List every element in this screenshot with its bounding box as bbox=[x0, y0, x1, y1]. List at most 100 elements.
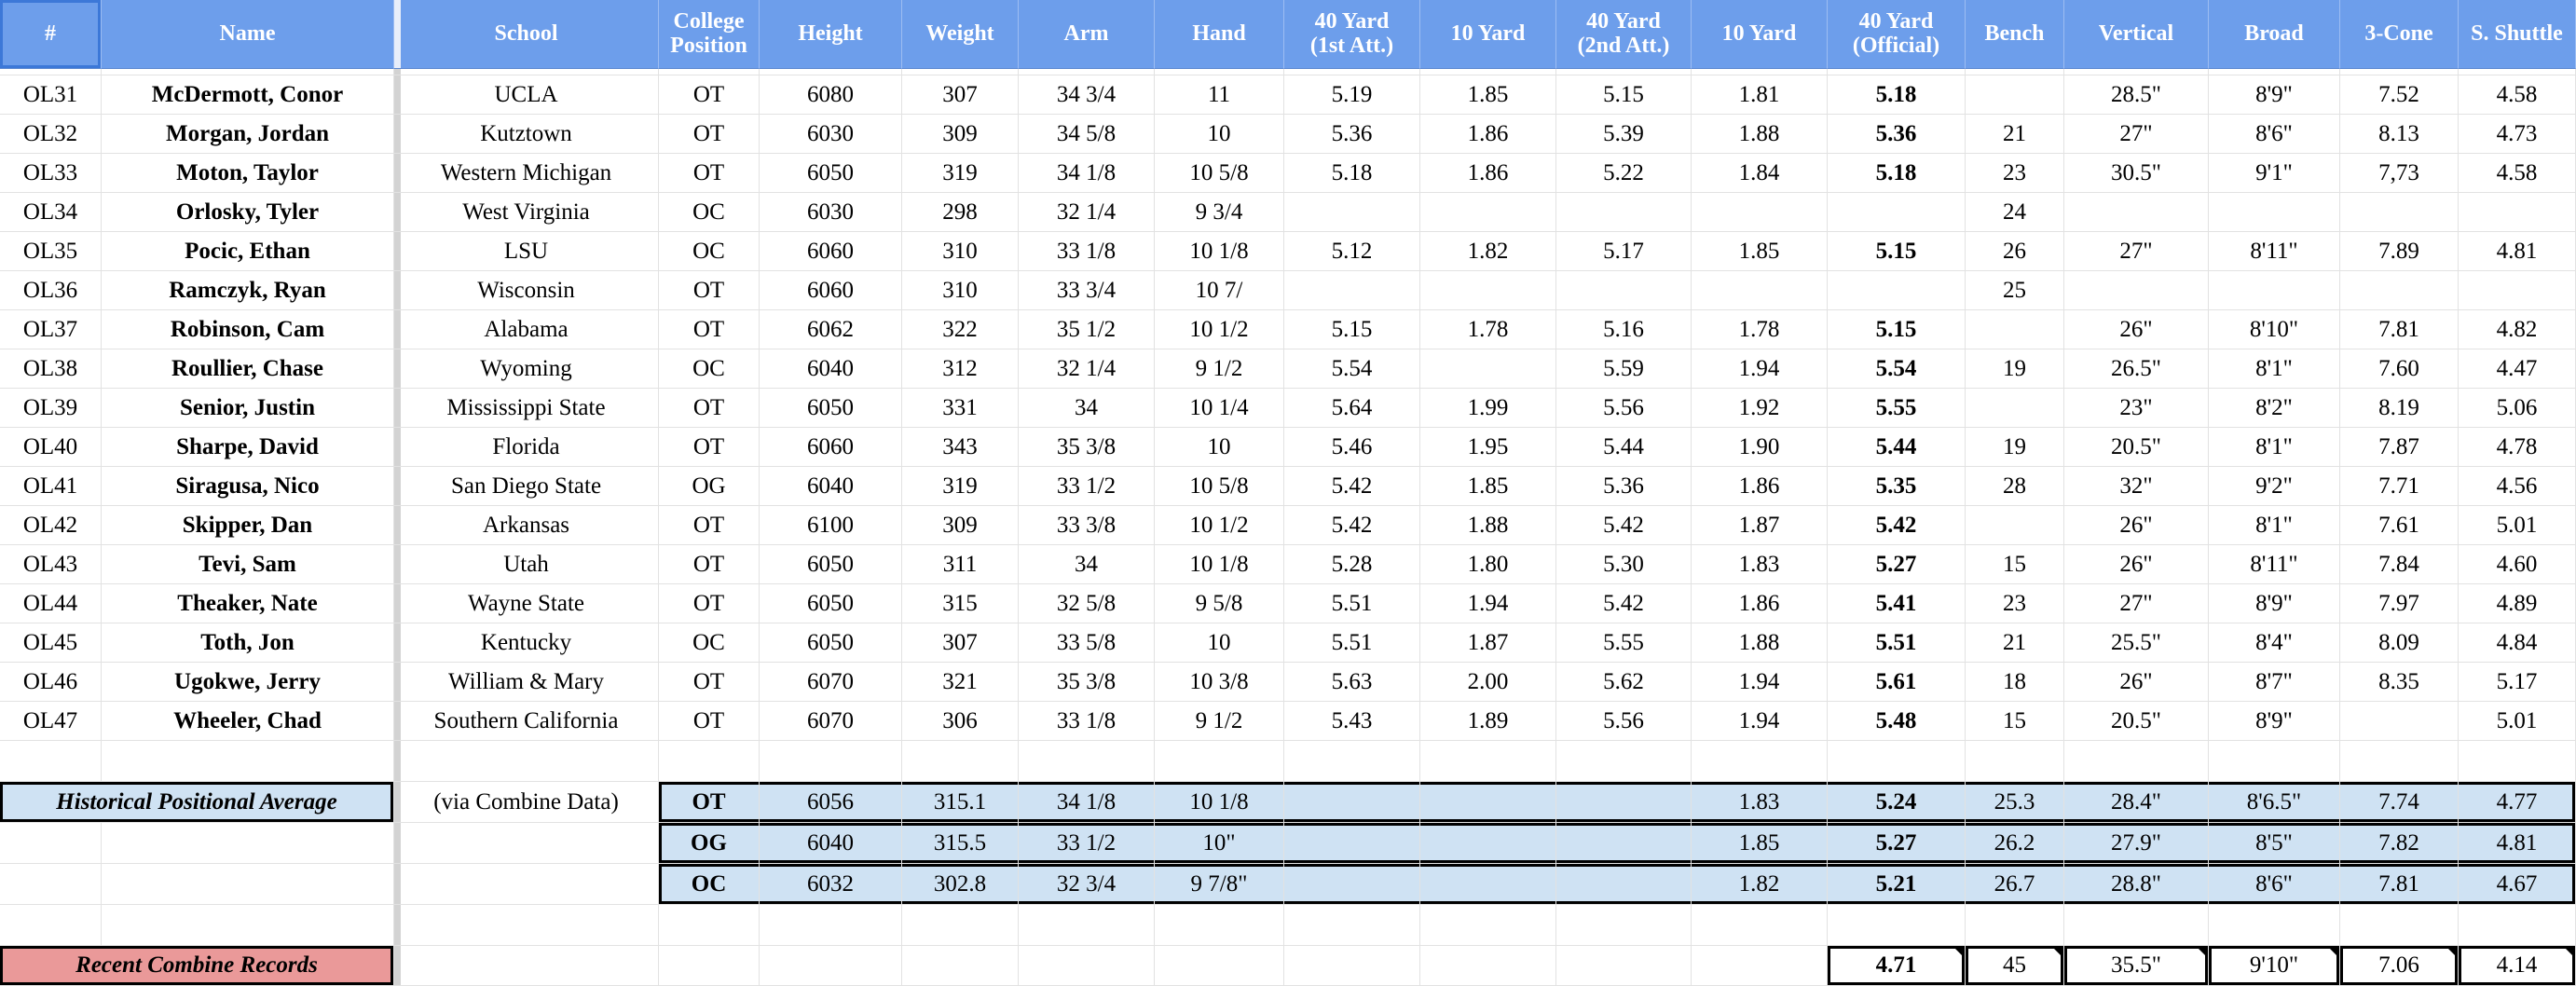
empty-cell bbox=[902, 741, 1019, 782]
ten-second: 1.82 bbox=[1692, 864, 1828, 905]
three-cone: 8.35 bbox=[2340, 663, 2459, 702]
shuttle: 4.56 bbox=[2459, 467, 2576, 506]
hand: 10 1/2 bbox=[1155, 506, 1284, 545]
forty-second: 5.15 bbox=[1556, 75, 1692, 115]
arm: 35 1/2 bbox=[1019, 310, 1155, 349]
player-name: Moton, Taylor bbox=[102, 154, 394, 193]
forty-official: 5.18 bbox=[1828, 75, 1966, 115]
column-header: 10 Yard bbox=[1692, 0, 1828, 69]
empty-cell bbox=[659, 905, 760, 946]
empty-cell bbox=[659, 946, 760, 986]
empty-cell bbox=[659, 741, 760, 782]
empty-cell bbox=[1556, 193, 1692, 232]
empty-cell bbox=[1556, 905, 1692, 946]
position: OG bbox=[659, 467, 760, 506]
player-name: Ugokwe, Jerry bbox=[102, 663, 394, 702]
ten-second: 1.85 bbox=[1692, 232, 1828, 271]
ten-first: 1.87 bbox=[1420, 623, 1556, 663]
forty-first: 5.12 bbox=[1284, 232, 1420, 271]
sheet-row: OL47 Wheeler, Chad Southern California OT 60… bbox=[0, 702, 2576, 741]
empty-cell bbox=[760, 741, 902, 782]
hand: 10 3/8 bbox=[1155, 663, 1284, 702]
forty-official: 5.54 bbox=[1828, 349, 1966, 389]
arm: 32 5/8 bbox=[1019, 584, 1155, 623]
bench: 23 bbox=[1966, 584, 2064, 623]
forty-first: 5.43 bbox=[1284, 702, 1420, 741]
forty-official: 5.42 bbox=[1828, 506, 1966, 545]
empty-cell bbox=[1966, 506, 2064, 545]
player-name: Pocic, Ethan bbox=[102, 232, 394, 271]
weight: 302.8 bbox=[902, 864, 1019, 905]
height: 6030 bbox=[760, 115, 902, 154]
forty-first: 5.54 bbox=[1284, 349, 1420, 389]
empty-cell bbox=[760, 905, 902, 946]
three-cone: 7.06 bbox=[2340, 946, 2459, 986]
hand: 10 bbox=[1155, 623, 1284, 663]
ten-second: 1.81 bbox=[1692, 75, 1828, 115]
bench: 25.3 bbox=[1966, 782, 2064, 823]
empty-cell bbox=[1155, 946, 1284, 986]
forty-first: 5.42 bbox=[1284, 506, 1420, 545]
bench: 23 bbox=[1966, 154, 2064, 193]
sheet-row: OL34 Orlosky, Tyler West Virginia OC 6030 298… bbox=[0, 193, 2576, 232]
height: 6056 bbox=[760, 782, 902, 823]
hand: 10 1/2 bbox=[1155, 310, 1284, 349]
empty-cell bbox=[1284, 741, 1420, 782]
forty-second: 5.16 bbox=[1556, 310, 1692, 349]
empty-cell bbox=[2459, 905, 2576, 946]
school: Utah bbox=[394, 545, 659, 584]
ten-first: 1.86 bbox=[1420, 115, 1556, 154]
empty-cell bbox=[0, 905, 102, 946]
empty-cell bbox=[394, 823, 659, 864]
arm: 34 1/8 bbox=[1019, 782, 1155, 823]
arm: 32 3/4 bbox=[1019, 864, 1155, 905]
empty-cell bbox=[1556, 741, 1692, 782]
ten-second: 1.88 bbox=[1692, 115, 1828, 154]
empty-cell bbox=[1828, 271, 1966, 310]
arm: 35 3/8 bbox=[1019, 663, 1155, 702]
ten-first: 1.94 bbox=[1420, 584, 1556, 623]
empty-cell bbox=[1420, 741, 1556, 782]
empty-cell bbox=[2209, 69, 2340, 75]
position: OC bbox=[659, 232, 760, 271]
row-number: OL43 bbox=[0, 545, 102, 584]
sheet-row: OL42 Skipper, Dan Arkansas OT 6100 309 33 3/8 1… bbox=[0, 506, 2576, 545]
forty-official: 5.44 bbox=[1828, 428, 1966, 467]
forty-official: 5.48 bbox=[1828, 702, 1966, 741]
hand: 10 1/8 bbox=[1155, 782, 1284, 823]
broad: 8'1" bbox=[2209, 506, 2340, 545]
ten-first: 1.85 bbox=[1420, 467, 1556, 506]
column-header: Arm bbox=[1019, 0, 1155, 69]
bench: 25 bbox=[1966, 271, 2064, 310]
position: OT bbox=[659, 584, 760, 623]
empty-cell bbox=[2459, 741, 2576, 782]
height: 6100 bbox=[760, 506, 902, 545]
forty-official: 5.27 bbox=[1828, 823, 1966, 864]
three-cone: 8.13 bbox=[2340, 115, 2459, 154]
player-name: Morgan, Jordan bbox=[102, 115, 394, 154]
broad: 8'6.5" bbox=[2209, 782, 2340, 823]
forty-second: 5.62 bbox=[1556, 663, 1692, 702]
sheet-row: Recent Combine Records 4.71 45 35.5" 9'10" 7.… bbox=[0, 946, 2576, 986]
broad: 9'10" bbox=[2209, 946, 2340, 986]
bench: 45 bbox=[1966, 946, 2064, 986]
row-number: OL41 bbox=[0, 467, 102, 506]
sheet-row: Historical Positional Average (via Combin… bbox=[0, 782, 2576, 823]
bench: 26.2 bbox=[1966, 823, 2064, 864]
arm: 33 1/8 bbox=[1019, 232, 1155, 271]
row-number: OL33 bbox=[0, 154, 102, 193]
empty-cell bbox=[1284, 193, 1420, 232]
weight: 310 bbox=[902, 232, 1019, 271]
vertical: 26" bbox=[2064, 506, 2209, 545]
bench: 21 bbox=[1966, 623, 2064, 663]
position: OG bbox=[659, 823, 760, 864]
empty-cell bbox=[659, 69, 760, 75]
row-number: OL34 bbox=[0, 193, 102, 232]
empty-cell bbox=[1692, 69, 1828, 75]
weight: 315.5 bbox=[902, 823, 1019, 864]
column-header: Bench bbox=[1966, 0, 2064, 69]
weight: 322 bbox=[902, 310, 1019, 349]
ten-second: 1.83 bbox=[1692, 782, 1828, 823]
forty-official: 5.21 bbox=[1828, 864, 1966, 905]
